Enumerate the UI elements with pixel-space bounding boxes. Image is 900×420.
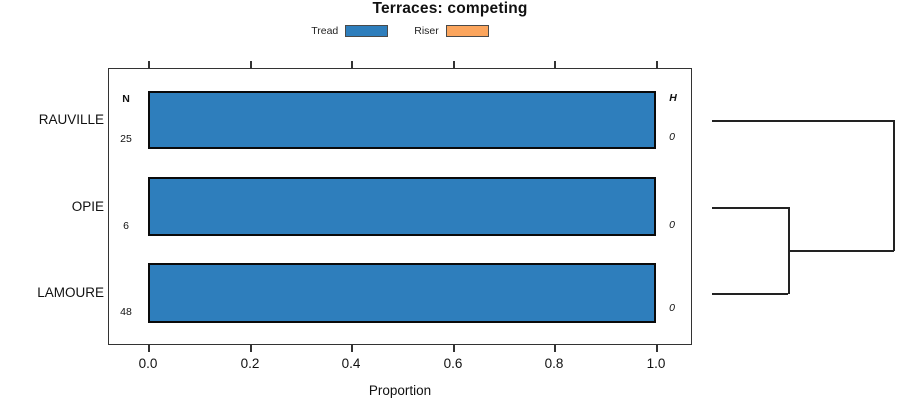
y-axis-label-lamoure: LAMOURE [37,285,104,300]
x-axis-bottom-tick [656,345,658,352]
dendrogram-branch-opie [712,207,788,209]
x-axis-top-tick [554,61,556,68]
x-axis-bottom-tick [148,345,150,352]
x-axis-top-tick [148,61,150,68]
legend-item-tread: Tread [311,25,389,37]
h-column-header: H [669,92,677,104]
x-axis-tick-label: 0.2 [240,356,260,371]
x-axis-top-tick [656,61,658,68]
x-axis-tick-label: 0.0 [138,356,158,371]
bar-rauville-tread [148,91,656,149]
dendrogram-branch-lamoure [712,293,788,295]
n-column-header: N [122,93,130,105]
x-axis-bottom-tick [351,345,353,352]
h-value-opie: 0 [669,219,675,231]
legend: Tread Riser [108,23,692,39]
bar-opie-tread [148,177,656,236]
x-axis-tick-label: 1.0 [646,356,666,371]
bar-lamoure-tread [148,263,656,323]
x-axis-bottom-tick [554,345,556,352]
x-axis-tick-label: 0.6 [443,356,463,371]
h-value-rauville: 0 [669,131,675,143]
x-axis-tick-label: 0.8 [544,356,564,371]
x-axis-bottom-tick [250,345,252,352]
legend-label-riser: Riser [414,25,439,37]
h-value-lamoure: 0 [669,302,675,314]
legend-label-tread: Tread [311,25,339,37]
dendrogram-branch-rauville [712,120,893,122]
x-axis-top-tick [351,61,353,68]
chart-title: Terraces: competing [372,0,528,17]
legend-swatch-tread [345,25,389,37]
legend-item-riser: Riser [414,25,489,37]
n-value-rauville: 25 [120,133,132,145]
n-value-lamoure: 48 [120,306,132,318]
x-axis-top-tick [453,61,455,68]
x-axis-title: Proportion [368,383,432,398]
x-axis-tick-label: 0.4 [341,356,361,371]
dendrogram-cluster-branch [788,250,894,252]
x-axis-bottom-tick [453,345,455,352]
dendrogram-root-join [893,120,895,251]
x-axis-top-tick [250,61,252,68]
legend-swatch-riser [445,25,489,37]
n-value-opie: 6 [123,220,129,232]
y-axis-label-opie: OPIE [71,199,104,214]
y-axis-label-rauville: RAUVILLE [38,112,104,127]
